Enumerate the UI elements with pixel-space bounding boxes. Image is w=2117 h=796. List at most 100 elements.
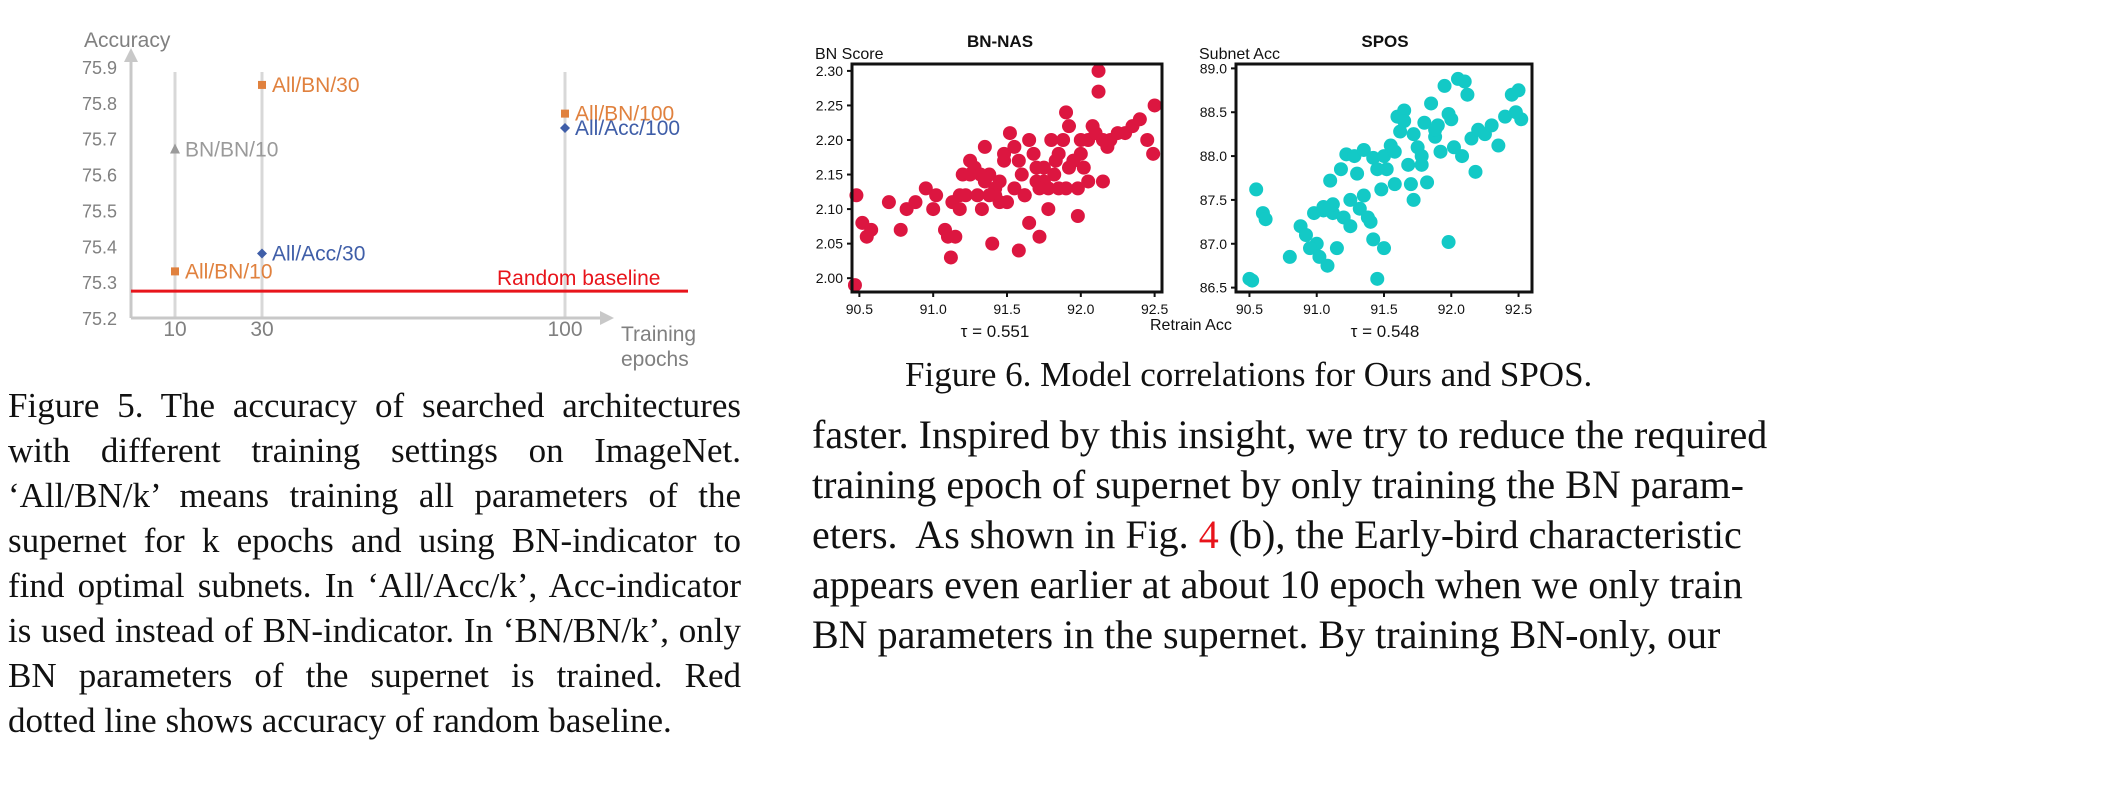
f6-point bbox=[1132, 112, 1147, 127]
f6-point bbox=[1056, 133, 1071, 147]
f6-plot-frame bbox=[850, 62, 1164, 294]
f6-point bbox=[1401, 157, 1416, 172]
body-line: eters. As shown in Fig. 4 (b), the Early… bbox=[812, 510, 1742, 560]
f6-point bbox=[982, 188, 997, 203]
f6-point bbox=[974, 202, 989, 217]
f6-point bbox=[1374, 182, 1389, 197]
f6-point bbox=[1441, 235, 1456, 250]
f6-y-tick-label: 87.5 bbox=[1200, 192, 1227, 208]
f6-point bbox=[918, 181, 933, 196]
f5-point-label: All/BN/100 bbox=[575, 103, 674, 126]
f5-point-marker bbox=[170, 143, 180, 154]
f5-x-label-2: epochs bbox=[621, 348, 689, 371]
f6-point bbox=[1366, 232, 1381, 247]
f6-point bbox=[1424, 96, 1439, 111]
f6-point bbox=[992, 174, 1007, 189]
f6-x-tick-label: 91.0 bbox=[920, 301, 947, 317]
f6-point bbox=[908, 195, 923, 210]
f6-point bbox=[1433, 144, 1448, 159]
f6-point bbox=[1491, 138, 1506, 153]
f6-point bbox=[1356, 142, 1371, 157]
f6-subplot-title: SPOS bbox=[1361, 32, 1408, 51]
f5-y-tick-label: 75.3 bbox=[82, 273, 117, 293]
f6-point bbox=[1002, 126, 1017, 141]
f6-point bbox=[1048, 153, 1063, 168]
f5-y-tick-label: 75.6 bbox=[82, 166, 117, 186]
f6-point bbox=[926, 202, 941, 217]
f6-point bbox=[948, 229, 963, 244]
f6-point bbox=[1249, 182, 1264, 197]
f6-point bbox=[1298, 228, 1313, 242]
f6-point bbox=[1051, 181, 1066, 196]
f6-point bbox=[1393, 124, 1408, 139]
f6-point bbox=[1508, 105, 1523, 120]
f6-point bbox=[997, 146, 1012, 161]
f6-point bbox=[1320, 258, 1335, 273]
f6-point bbox=[893, 222, 908, 237]
f6-plot-frame bbox=[1234, 62, 1534, 294]
f5-point-label: BN/BN/10 bbox=[185, 138, 278, 161]
f5-baseline-label: Random baseline bbox=[497, 267, 660, 290]
f6-y-tick-label: 88.0 bbox=[1200, 148, 1227, 164]
f6-point bbox=[1032, 229, 1047, 244]
f6-point bbox=[1047, 167, 1062, 182]
f6-point bbox=[1011, 243, 1026, 258]
f6-point bbox=[1147, 98, 1162, 113]
f6-point bbox=[977, 139, 992, 154]
f6-point bbox=[1070, 209, 1085, 223]
f6-point bbox=[864, 222, 879, 237]
figure-reference-link[interactable]: 4 bbox=[1198, 512, 1219, 557]
f6-point bbox=[1455, 149, 1470, 164]
f6-point bbox=[1066, 153, 1081, 168]
f5-point-marker bbox=[257, 248, 267, 259]
f6-point bbox=[1363, 214, 1378, 229]
f6-tau-label: τ = 0.548 bbox=[1351, 322, 1420, 341]
f6-y-tick-label: 2.20 bbox=[816, 132, 843, 148]
f6-point bbox=[1406, 127, 1421, 142]
f5-point-label: All/Acc/30 bbox=[272, 242, 365, 265]
f6-point bbox=[1245, 273, 1260, 288]
f6-x-label: Retrain Acc bbox=[1150, 317, 1232, 334]
f6-point bbox=[958, 188, 973, 203]
body-line-text: eters. As shown in Fig. bbox=[812, 512, 1199, 557]
f6-y-tick-label: 2.30 bbox=[816, 63, 843, 79]
f6-y-label: BN Score bbox=[815, 46, 884, 63]
f6-point bbox=[1343, 192, 1358, 207]
f6-point bbox=[1022, 215, 1037, 230]
f6-point bbox=[1007, 181, 1022, 196]
f6-point bbox=[1014, 167, 1029, 182]
f6-point bbox=[1343, 219, 1358, 234]
f6-subplot-bn-nas: BN-NAS BN Score 90.5 91.0 91.5 92.0 92.5 2.00 2.… bbox=[815, 32, 1168, 341]
f6-y-tick-label: 2.15 bbox=[816, 167, 843, 183]
figure5-chart: Accuracy Training epochs 75.9 75.8 75.7 75.… bbox=[82, 29, 696, 371]
f6-point bbox=[1387, 177, 1402, 192]
f6-point bbox=[1007, 139, 1022, 154]
f5-y-tick-label: 75.5 bbox=[82, 201, 117, 221]
f6-x-tick-label: 92.0 bbox=[1438, 301, 1465, 317]
f6-point bbox=[847, 278, 862, 293]
f5-y-tick-label: 75.9 bbox=[82, 58, 117, 78]
f6-point bbox=[1022, 133, 1037, 147]
figure6-caption: Figure 6. Model correlations for Ours an… bbox=[905, 355, 1593, 394]
f6-point bbox=[1011, 153, 1026, 168]
f6-point bbox=[1444, 112, 1459, 127]
f6-point bbox=[985, 236, 1000, 251]
f6-point bbox=[1076, 160, 1091, 175]
f6-point bbox=[1323, 173, 1338, 188]
f6-x-tick-label: 91.5 bbox=[993, 301, 1020, 317]
figure6-chart: BN-NAS BN Score 90.5 91.0 91.5 92.0 92.5 2.00 2.… bbox=[815, 32, 1534, 341]
f6-point bbox=[1356, 188, 1371, 203]
f6-point bbox=[929, 188, 944, 203]
f5-y-tick-label: 75.7 bbox=[82, 130, 117, 150]
f6-point bbox=[1397, 103, 1412, 118]
f6-point bbox=[1026, 146, 1041, 161]
f5-y-tick-label: 75.2 bbox=[82, 309, 117, 329]
f6-y-tick-label: 2.10 bbox=[816, 201, 843, 217]
f5-x-tick-label: 10 bbox=[163, 318, 186, 341]
f6-point bbox=[963, 167, 978, 182]
f5-x-arrow bbox=[600, 311, 614, 325]
f6-point bbox=[1070, 181, 1085, 196]
f6-point bbox=[1000, 195, 1014, 210]
f6-point bbox=[1032, 181, 1047, 196]
f5-point-marker bbox=[561, 109, 569, 118]
